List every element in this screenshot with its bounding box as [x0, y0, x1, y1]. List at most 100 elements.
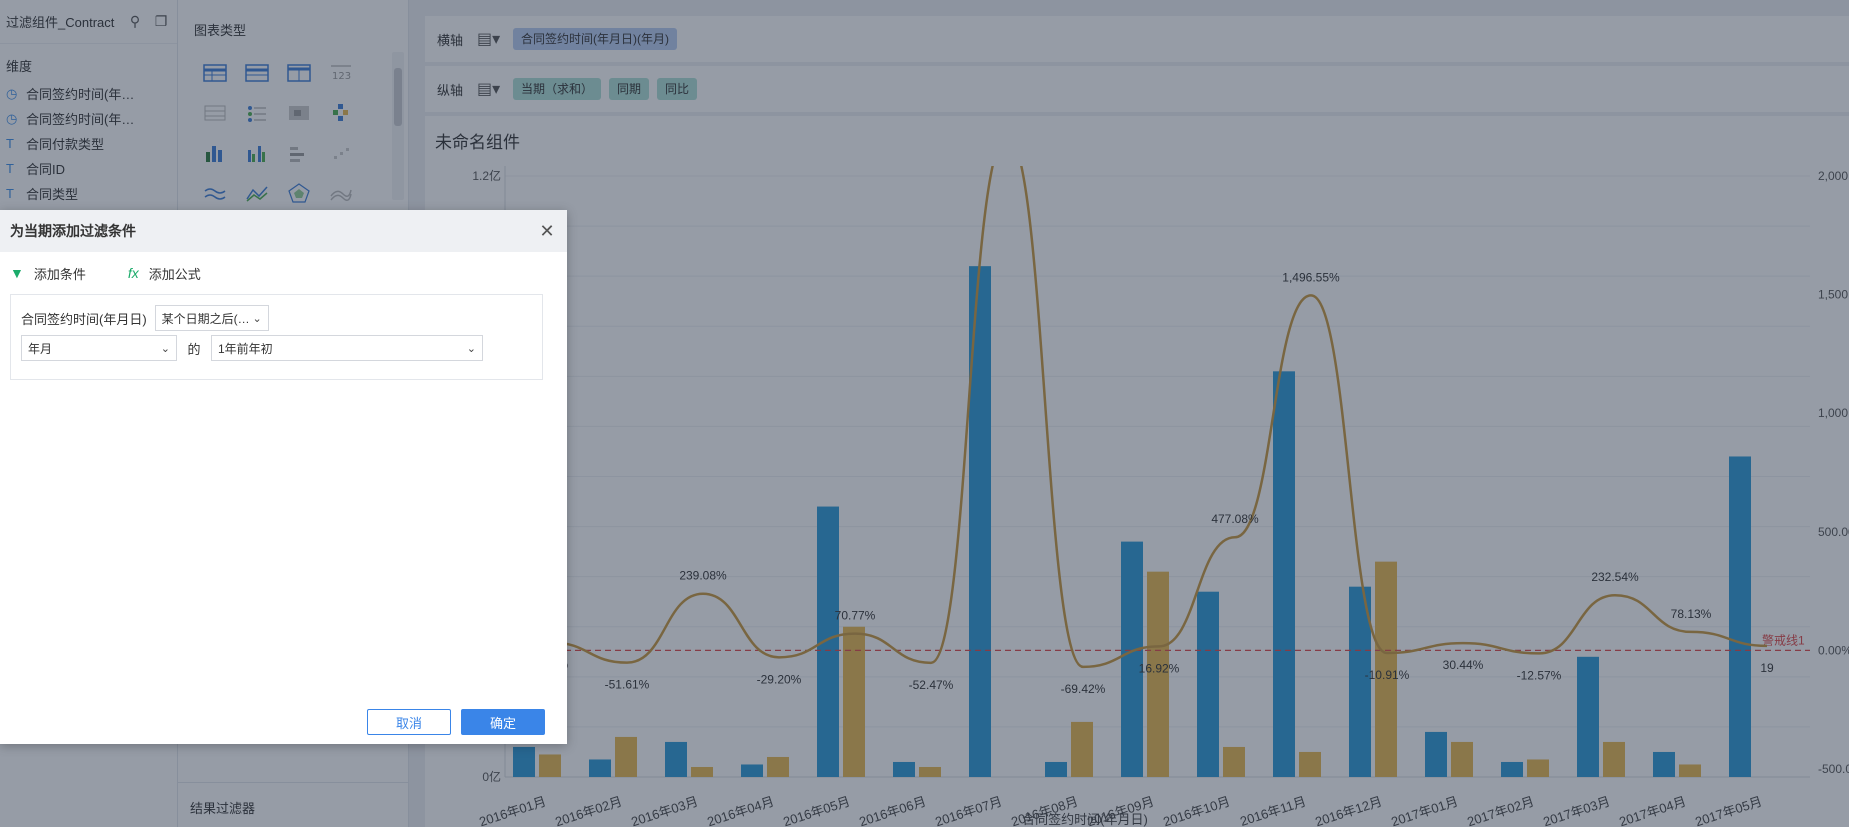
bar	[1501, 761, 1523, 777]
dot-grid-icon[interactable]	[236, 93, 278, 133]
data-label: -69.42%	[1061, 682, 1106, 696]
bar	[1653, 751, 1675, 777]
cancel-button[interactable]: 取消	[367, 709, 451, 735]
condition-value-row: 年月 ⌄ 的 1年前年初 ⌄	[21, 335, 483, 361]
bar	[969, 266, 991, 777]
cross-table-icon[interactable]	[236, 53, 278, 93]
data-label: -29.20%	[757, 672, 802, 686]
dialog-title: 为当期添加过滤条件	[10, 223, 136, 239]
chart-title: 未命名组件	[435, 133, 520, 152]
bar	[1045, 761, 1067, 777]
dialog-actions: ▼ 添加条件 fx 添加公式	[0, 252, 567, 294]
color-grid-icon[interactable]	[320, 93, 362, 133]
trend-line-icon[interactable]	[320, 173, 362, 213]
of-label: 的	[187, 341, 201, 357]
y-axis-field-pill[interactable]: 同比	[657, 78, 698, 100]
operator-select[interactable]: 某个日期之后(… ⌄	[154, 305, 269, 331]
add-condition-button[interactable]: ▼ 添加条件	[10, 264, 86, 283]
dimension-label: 合同签约时间(年…	[26, 112, 135, 127]
unit-value: 年月	[28, 341, 53, 356]
condition-row: 合同签约时间(年月日) 某个日期之后(… ⌄	[21, 305, 269, 331]
filter-icon: ▼	[10, 265, 24, 281]
table-chart-icon[interactable]	[194, 53, 236, 93]
dataset-title: 过滤组件_Contract	[6, 15, 115, 30]
bar	[1375, 561, 1397, 777]
y-axis-row: 纵轴 ▤▾ 当期（求和） 同期 同比	[425, 66, 1849, 112]
close-icon[interactable]: ✕	[539, 220, 555, 241]
bar	[817, 506, 839, 777]
clock-icon: ◷	[6, 110, 18, 126]
bar	[665, 741, 687, 777]
dimension-label: 合同ID	[26, 162, 66, 177]
grouped-bar-icon[interactable]	[236, 133, 278, 173]
dimension-item[interactable]: T 合同ID	[0, 156, 177, 181]
y-axis-field-pill[interactable]: 同期	[609, 78, 650, 100]
bar	[1223, 746, 1245, 777]
y-axis-field-pill[interactable]: 当期（求和）	[513, 78, 602, 100]
bar	[1197, 591, 1219, 777]
x-axis-row: 横轴 ▤▾ 合同签约时间(年月日)(年月)	[425, 16, 1849, 62]
confirm-button[interactable]: 确定	[461, 709, 545, 735]
right-axis-tick: 0.00%	[1818, 643, 1849, 657]
bar	[741, 764, 763, 777]
chart-card: 未命名组件 0亿1.1亿1.2亿-500.00%0.00%500.00%1,00…	[425, 116, 1849, 827]
stacked-bar-icon[interactable]	[278, 133, 320, 173]
combo-chart[interactable]: 0亿1.1亿1.2亿-500.00%0.00%500.00%1,000.00%1…	[425, 116, 1849, 827]
x-axis-title: 合同签约时间(年月日)	[1022, 812, 1148, 827]
value-text: 1年前年初	[218, 341, 273, 356]
bar	[1299, 751, 1321, 777]
data-label: 239.08%	[679, 569, 727, 583]
chevron-down-icon: ⌄	[252, 312, 262, 325]
chevron-down-icon: ⌄	[466, 342, 476, 355]
search-icon[interactable]: ⚲	[129, 13, 141, 29]
y-axis-chart-icon[interactable]: ▤▾	[477, 81, 501, 98]
dimension-item[interactable]: T 合同类型	[0, 181, 177, 206]
data-label: 70.77%	[835, 609, 876, 623]
area-chart-icon[interactable]	[236, 173, 278, 213]
dimension-list: ◷ 合同签约时间(年… ◷ 合同签约时间(年… T 合同付款类型 T 合同ID T 合同类…	[0, 81, 177, 206]
add-formula-button[interactable]: fx 添加公式	[128, 264, 201, 283]
bar	[1121, 541, 1143, 777]
map-chart-icon[interactable]	[278, 93, 320, 133]
unit-select[interactable]: 年月 ⌄	[21, 335, 177, 361]
bar	[893, 761, 915, 777]
bar	[1603, 741, 1625, 777]
copy-icon[interactable]: ❐	[154, 13, 168, 29]
bar	[767, 756, 789, 777]
warning-line-label: 警戒线1	[1762, 632, 1805, 647]
right-axis-tick: 2,000.00%	[1818, 169, 1849, 183]
scatter-bar-icon[interactable]	[320, 133, 362, 173]
data-label: 16.92%	[1139, 661, 1180, 675]
data-label: -51.61%	[605, 678, 650, 692]
kpi-number-icon[interactable]: 123	[320, 53, 362, 93]
operator-value: 某个日期之后(…	[161, 311, 249, 326]
x-axis-chart-icon[interactable]: ▤▾	[477, 31, 501, 48]
bar	[1273, 371, 1295, 777]
grouped-table-icon[interactable]	[194, 93, 236, 133]
bar	[539, 754, 561, 777]
chart-type-title: 图表类型	[194, 23, 247, 38]
left-axis-tick: 0亿	[482, 769, 501, 784]
value-select[interactable]: 1年前年初 ⌄	[211, 335, 483, 361]
radar-chart-icon[interactable]	[278, 173, 320, 213]
x-axis-field-pill[interactable]: 合同签约时间(年月日)(年月)	[513, 28, 677, 50]
bar	[1729, 456, 1751, 777]
dimension-item[interactable]: ◷ 合同签约时间(年…	[0, 81, 177, 106]
condition-box: 合同签约时间(年月日) 某个日期之后(… ⌄ 年月 ⌄ 的 1年前年初 ⌄	[10, 294, 543, 380]
bar	[1071, 721, 1093, 777]
add-formula-label: 添加公式	[148, 266, 201, 282]
dimension-item[interactable]: T 合同付款类型	[0, 131, 177, 156]
text-type-icon: T	[6, 186, 14, 201]
chart-type-grid: 123	[178, 39, 378, 213]
line-chart-icon[interactable]	[194, 173, 236, 213]
scrollbar-thumb[interactable]	[394, 68, 402, 126]
bar	[843, 626, 865, 777]
data-label: 1,496.55%	[1282, 270, 1340, 284]
left-axis-tick: 1.2亿	[472, 168, 501, 183]
data-label: 477.08%	[1211, 512, 1259, 526]
bar-chart-icon[interactable]	[194, 133, 236, 173]
detail-table-icon[interactable]	[278, 53, 320, 93]
dataset-header: 过滤组件_Contract ⚲ ❐	[0, 0, 177, 44]
dimension-item[interactable]: ◷ 合同签约时间(年…	[0, 106, 177, 131]
chart-type-scrollbar[interactable]	[392, 52, 404, 200]
